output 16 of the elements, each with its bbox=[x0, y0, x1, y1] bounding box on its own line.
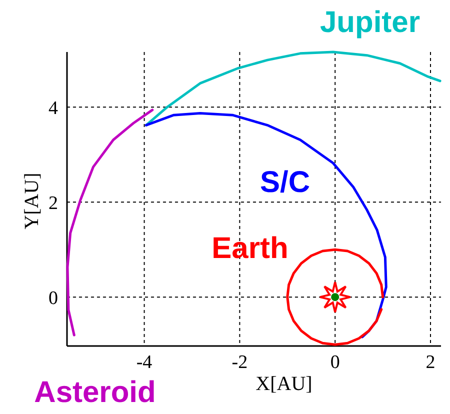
y-axis-title: Y[AU] bbox=[21, 172, 43, 230]
line-series bbox=[144, 50, 442, 126]
y-tick-label: 0 bbox=[48, 288, 58, 310]
x-tick-label: 2 bbox=[426, 352, 436, 373]
x-tick-label: 0 bbox=[330, 352, 340, 373]
x-tick-label: -4 bbox=[136, 352, 153, 373]
series-label: Asteroid bbox=[34, 376, 156, 409]
line-series bbox=[286, 248, 384, 346]
y-tick-label: 2 bbox=[48, 193, 58, 214]
series-label: S/C bbox=[260, 166, 310, 199]
line-series bbox=[66, 108, 154, 336]
series-label: Earth bbox=[212, 232, 288, 265]
y-tick-label: 4 bbox=[48, 98, 58, 120]
x-axis-title: X[AU] bbox=[256, 373, 312, 395]
series-label: Jupiter bbox=[320, 6, 420, 39]
x-tick-label: -2 bbox=[232, 352, 248, 373]
